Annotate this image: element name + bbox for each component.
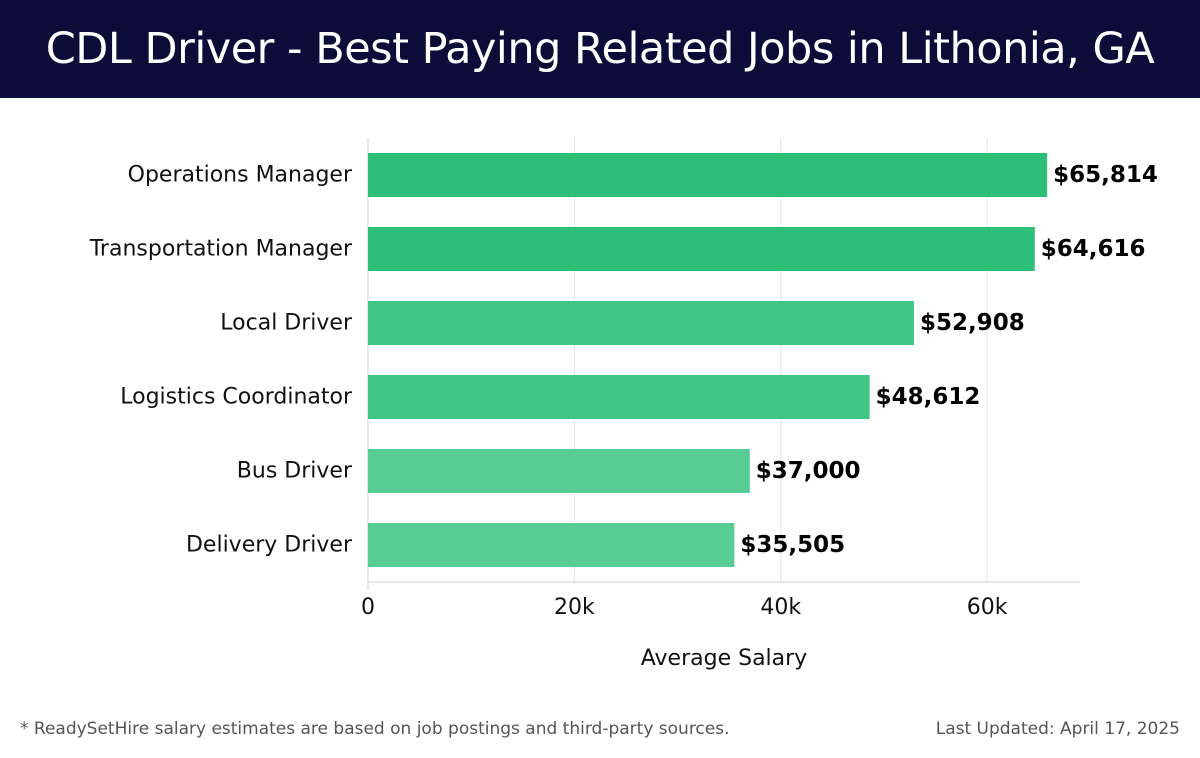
category-label: Bus Driver — [237, 459, 353, 484]
x-axis-title: Average Salary — [641, 646, 807, 671]
header-banner: CDL Driver - Best Paying Related Jobs in… — [0, 0, 1200, 98]
x-tick-label: 20k — [554, 595, 595, 620]
value-label: $52,908 — [920, 310, 1025, 336]
x-tick-label: 0 — [361, 595, 375, 620]
category-label: Transportation Manager — [89, 237, 353, 262]
value-label: $64,616 — [1041, 236, 1146, 262]
category-label: Operations Manager — [128, 163, 353, 188]
bar — [368, 375, 870, 419]
bar — [368, 227, 1035, 271]
category-label: Logistics Coordinator — [120, 385, 353, 410]
last-updated: Last Updated: April 17, 2025 — [935, 719, 1180, 739]
footer-note: * ReadySetHire salary estimates are base… — [20, 719, 730, 739]
value-label: $48,612 — [876, 384, 981, 410]
category-label: Delivery Driver — [186, 533, 353, 558]
footer: * ReadySetHire salary estimates are base… — [0, 716, 1200, 746]
category-label: Local Driver — [220, 311, 353, 336]
bar — [368, 523, 735, 567]
page-title: CDL Driver - Best Paying Related Jobs in… — [45, 24, 1155, 74]
bar — [368, 449, 750, 493]
value-label: $35,505 — [740, 532, 845, 558]
bar — [368, 153, 1048, 197]
bar-chart: Operations Manager $65,814 Transportation … — [89, 138, 1158, 671]
bar — [368, 301, 914, 345]
value-label: $65,814 — [1053, 162, 1158, 188]
value-label: $37,000 — [756, 458, 861, 484]
x-tick-label: 40k — [760, 595, 801, 620]
x-tick-label: 60k — [967, 595, 1008, 620]
